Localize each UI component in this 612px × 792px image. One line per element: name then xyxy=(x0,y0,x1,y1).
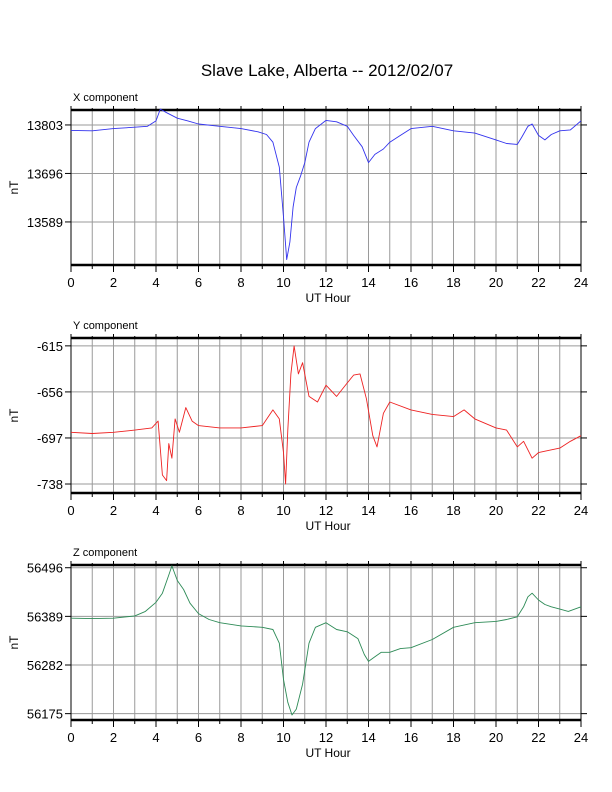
panel-title: Z component xyxy=(73,547,137,559)
x-tick-label: 18 xyxy=(446,503,460,518)
x-tick-label: 0 xyxy=(67,503,74,518)
x-tick-label: 10 xyxy=(276,503,290,518)
x-tick-label: 2 xyxy=(110,503,117,518)
y-tick-label: 13589 xyxy=(27,215,63,230)
panel-title: X component xyxy=(73,92,138,104)
x-tick-label: 16 xyxy=(404,275,418,290)
x-tick-label: 12 xyxy=(319,730,333,745)
x-tick-label: 24 xyxy=(574,730,588,745)
x-tick-label: 12 xyxy=(319,275,333,290)
x-tick-label: 22 xyxy=(531,275,545,290)
x-tick-label: 8 xyxy=(237,730,244,745)
x-axis-label: UT Hour xyxy=(305,291,350,305)
x-tick-label: 20 xyxy=(489,730,503,745)
y-tick-label: 56496 xyxy=(27,561,63,576)
y-tick-label: 13803 xyxy=(27,118,63,133)
x-tick-label: 22 xyxy=(531,730,545,745)
x-tick-label: 14 xyxy=(361,730,375,745)
x-tick-label: 8 xyxy=(237,275,244,290)
y-tick-label: -615 xyxy=(37,339,63,354)
x-tick-label: 10 xyxy=(276,275,290,290)
x-tick-label: 4 xyxy=(152,503,159,518)
x-tick-label: 14 xyxy=(361,503,375,518)
chart-title: Slave Lake, Alberta -- 2012/02/07 xyxy=(201,61,453,80)
x-axis-label: UT Hour xyxy=(305,746,350,760)
x-tick-label: 20 xyxy=(489,275,503,290)
x-tick-label: 6 xyxy=(195,275,202,290)
series-line xyxy=(70,345,582,485)
y-tick-label: 56175 xyxy=(27,707,63,722)
x-tick-label: 16 xyxy=(404,503,418,518)
y-tick-label: -656 xyxy=(37,385,63,400)
y-tick-label: 56389 xyxy=(27,609,63,624)
x-tick-label: 14 xyxy=(361,275,375,290)
y-axis-label: nT xyxy=(7,180,21,195)
y-axis-label: nT xyxy=(7,408,21,423)
x-tick-label: 12 xyxy=(319,503,333,518)
x-tick-label: 24 xyxy=(574,503,588,518)
panel-title: Y component xyxy=(73,320,138,332)
x-tick-label: 4 xyxy=(152,730,159,745)
series-line xyxy=(70,108,582,261)
x-tick-label: 22 xyxy=(531,503,545,518)
x-tick-label: 4 xyxy=(152,275,159,290)
y-axis-label: nT xyxy=(7,635,21,650)
x-tick-label: 2 xyxy=(110,275,117,290)
x-tick-label: 6 xyxy=(195,730,202,745)
y-tick-label: 56282 xyxy=(27,658,63,673)
series-line xyxy=(70,565,582,716)
x-tick-label: 16 xyxy=(404,730,418,745)
y-tick-label: -738 xyxy=(37,477,63,492)
x-tick-label: 0 xyxy=(67,730,74,745)
x-tick-label: 0 xyxy=(67,275,74,290)
x-tick-label: 20 xyxy=(489,503,503,518)
x-tick-label: 2 xyxy=(110,730,117,745)
x-tick-label: 18 xyxy=(446,275,460,290)
y-tick-label: -697 xyxy=(37,431,63,446)
x-axis-label: UT Hour xyxy=(305,519,350,533)
x-tick-label: 6 xyxy=(195,503,202,518)
y-tick-label: 13696 xyxy=(27,166,63,181)
x-tick-label: 10 xyxy=(276,730,290,745)
x-tick-label: 18 xyxy=(446,730,460,745)
x-tick-label: 8 xyxy=(237,503,244,518)
x-tick-label: 24 xyxy=(574,275,588,290)
